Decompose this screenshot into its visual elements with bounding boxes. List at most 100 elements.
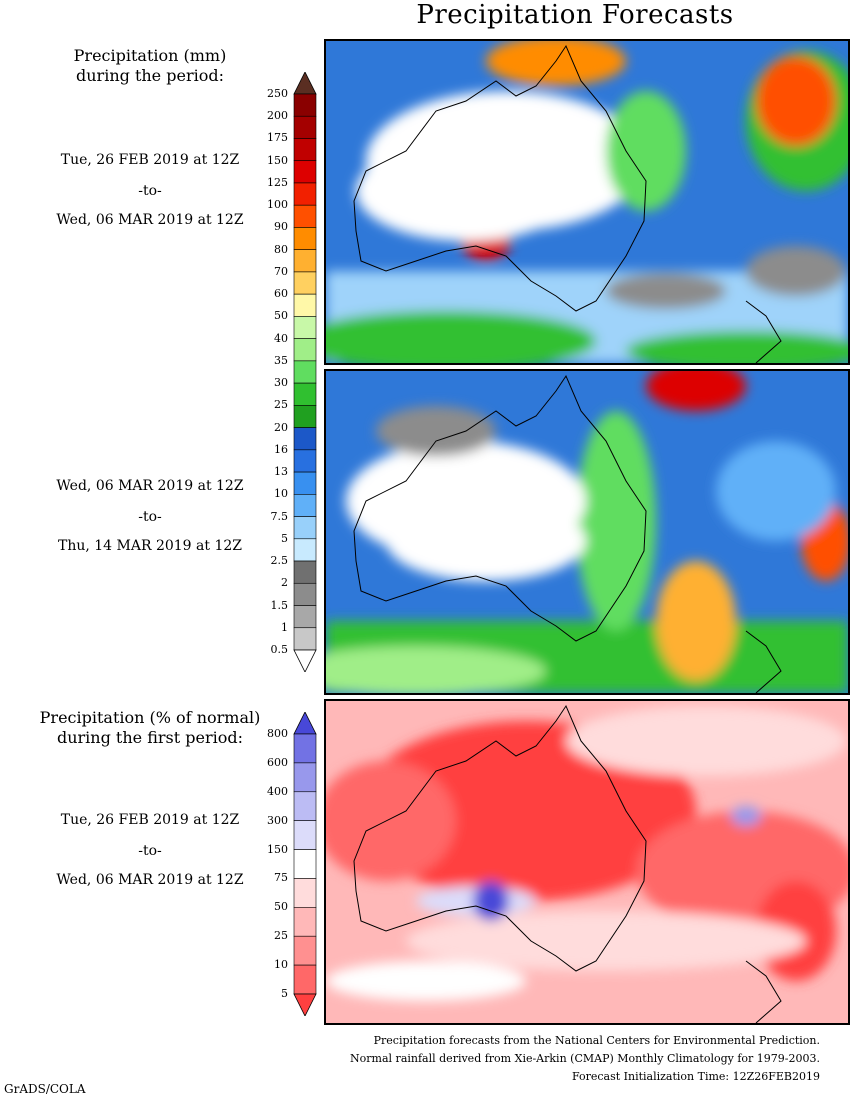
footer-note-3: Forecast Initialization Time: 12Z26FEB20…	[571, 1070, 820, 1083]
colorbar-segment	[293, 560, 317, 584]
colorbar-segment	[293, 733, 317, 764]
colorbar-segment	[293, 964, 317, 995]
period3-end: Wed, 06 MAR 2019 at 12Z	[56, 872, 244, 888]
colorbar-segment	[293, 582, 317, 606]
pct-heading-line2: during the first period:	[56, 728, 244, 747]
colorbar-label: 600	[267, 755, 288, 769]
colorbar-label: 250	[267, 87, 288, 100]
colorbar-label: 30	[274, 376, 288, 390]
colorbar-segment	[293, 449, 317, 473]
page-title: Precipitation Forecasts	[416, 0, 734, 30]
colorbar-label: 2.5	[270, 554, 289, 568]
map-panel-period2	[324, 369, 850, 695]
colorbar-segment	[293, 878, 317, 908]
colorbar-label: 80	[274, 242, 288, 256]
colorbar-segment	[293, 605, 317, 629]
colorbar-segment	[293, 271, 317, 295]
colorbar-label: 150	[267, 842, 288, 856]
pct-normal-map	[326, 701, 848, 1023]
pct-colorbar-labels: 800 600 400 300 150 75 50 25 10 5	[248, 712, 290, 1016]
colorbar-segment	[293, 204, 317, 228]
colorbar-label: 5	[281, 987, 288, 1000]
colorbar-label: 70	[274, 264, 288, 278]
colorbar-label: 150	[267, 153, 288, 167]
colorbar-segment	[293, 820, 317, 850]
colorbar-segment	[293, 907, 317, 937]
colorbar-segment	[293, 293, 317, 317]
period2-end: Thu, 14 MAR 2019 at 12Z	[57, 538, 243, 554]
colorbar-label: 16	[274, 442, 288, 456]
colorbar-label: 13	[274, 465, 288, 479]
colorbar-label: 175	[267, 131, 288, 145]
period2-start: Wed, 06 MAR 2019 at 12Z	[56, 478, 244, 494]
precip-map-1	[326, 41, 848, 363]
colorbar-segment	[293, 627, 317, 651]
colorbar-label: 75	[274, 871, 288, 885]
credit-label: GrADS/COLA	[4, 1082, 86, 1096]
colorbar-segment	[293, 93, 317, 117]
pct-heading: Precipitation (% of normal) during the f…	[20, 708, 280, 748]
colorbar-bottom-arrow	[293, 649, 317, 672]
colorbar-segment	[293, 935, 317, 966]
colorbar-label: 0.5	[270, 643, 289, 656]
period1-end: Wed, 06 MAR 2019 at 12Z	[56, 212, 244, 228]
colorbar-label: 800	[267, 727, 288, 740]
colorbar-top-arrow	[293, 72, 317, 95]
colorbar-segment	[293, 138, 317, 162]
colorbar-segment	[293, 405, 317, 428]
colorbar-label: 125	[267, 175, 288, 189]
colorbar-label: 300	[267, 813, 288, 827]
colorbar-segment	[293, 427, 317, 451]
colorbar-bottom-arrow	[293, 993, 317, 1016]
colorbar-segment	[293, 360, 317, 384]
period3-start: Tue, 26 FEB 2019 at 12Z	[60, 812, 240, 828]
colorbar-label: 5	[281, 531, 288, 545]
colorbar-segment	[293, 516, 317, 540]
precip-map-2	[326, 371, 848, 693]
colorbar-label: 200	[267, 109, 288, 123]
colorbar-segment	[293, 471, 317, 495]
colorbar-label: 25	[274, 398, 288, 412]
pct-heading-line1: Precipitation (% of normal)	[39, 708, 261, 727]
colorbar-segment	[293, 849, 317, 879]
colorbar-segment	[293, 182, 317, 206]
colorbar-label: 10	[274, 958, 288, 972]
colorbar-segment	[293, 227, 317, 250]
colorbar-label: 60	[274, 287, 288, 301]
colorbar-segment	[293, 338, 317, 362]
colorbar-segment	[293, 538, 317, 562]
colorbar-segment	[293, 249, 317, 273]
map-panel-pct-normal	[324, 699, 850, 1025]
colorbar-label: 50	[274, 900, 288, 914]
period1-start: Tue, 26 FEB 2019 at 12Z	[60, 152, 240, 168]
colorbar-label: 90	[274, 220, 288, 234]
map-panel-period1	[324, 39, 850, 365]
colorbar-label: 50	[274, 309, 288, 323]
colorbar-label: 1	[281, 620, 288, 634]
colorbar-top-arrow	[293, 712, 317, 735]
colorbar-segment	[293, 791, 317, 821]
footer-note-1: Precipitation forecasts from the Nationa…	[373, 1034, 820, 1047]
colorbar-label: 400	[267, 784, 288, 798]
period2-sep: -to-	[138, 509, 162, 525]
colorbar-label: 100	[267, 198, 288, 212]
colorbar-segment	[293, 494, 317, 517]
colorbar-label: 40	[274, 331, 288, 345]
colorbar-segment	[293, 316, 317, 339]
footer-note-2: Normal rainfall derived from Xie-Arkin (…	[350, 1052, 820, 1065]
mm-heading-line2: during the period:	[76, 66, 224, 85]
colorbar-label: 20	[274, 420, 288, 434]
colorbar-segment	[293, 382, 317, 406]
mm-heading: Precipitation (mm) during the period:	[20, 46, 280, 86]
colorbar-segment	[293, 160, 317, 184]
mm-colorbar-labels: 250 200 175 150 125 100 90 80 70 60 50 40 35 30 25 20 16…	[248, 72, 290, 672]
colorbar-label: 10	[274, 487, 288, 501]
colorbar-label: 35	[274, 353, 288, 367]
colorbar-label: 1.5	[270, 598, 289, 612]
colorbar-label: 2	[281, 576, 288, 590]
period1-sep: -to-	[138, 183, 162, 199]
pct-colorbar	[293, 712, 317, 1016]
mm-heading-line1: Precipitation (mm)	[73, 46, 227, 65]
mm-colorbar	[293, 72, 317, 672]
colorbar-segment	[293, 762, 317, 793]
